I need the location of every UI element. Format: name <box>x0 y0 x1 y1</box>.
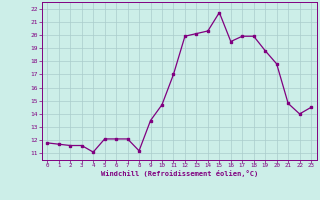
X-axis label: Windchill (Refroidissement éolien,°C): Windchill (Refroidissement éolien,°C) <box>100 170 258 177</box>
